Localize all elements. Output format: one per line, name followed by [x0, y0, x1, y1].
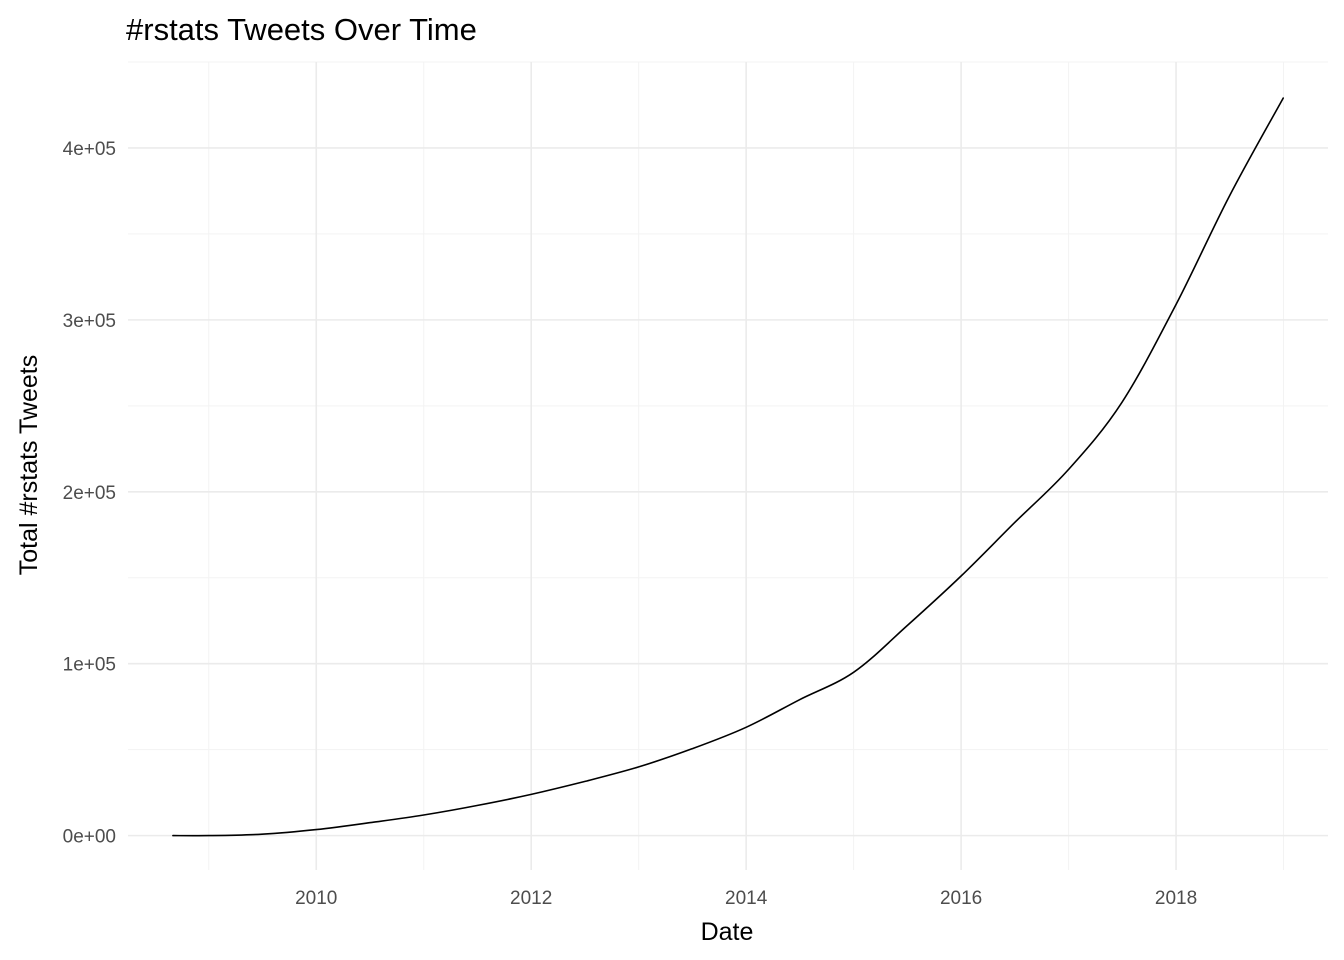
x-tick-label: 2010 — [295, 888, 337, 909]
y-tick-label: 3e+05 — [63, 311, 116, 332]
y-tick-label: 2e+05 — [63, 483, 116, 504]
x-tick-label: 2012 — [510, 888, 552, 909]
y-axis-ticks: 0e+00 1e+05 2e+05 3e+05 4e+05 — [63, 139, 116, 848]
y-axis-title: Total #rstats Tweets — [15, 355, 43, 575]
y-tick-label: 0e+00 — [63, 827, 116, 848]
series-line — [172, 97, 1284, 837]
x-axis-ticks: 2010 2012 2014 2016 2018 — [295, 888, 1197, 909]
chart-title: #rstats Tweets Over Time — [126, 12, 477, 47]
minor-gridlines — [128, 61, 1328, 870]
y-tick-label: 1e+05 — [63, 655, 116, 676]
series-group — [172, 97, 1284, 837]
x-tick-label: 2014 — [725, 888, 768, 909]
x-tick-label: 2018 — [1155, 888, 1197, 909]
y-tick-label: 4e+05 — [63, 139, 116, 160]
major-gridlines — [128, 62, 1328, 870]
x-tick-label: 2016 — [940, 888, 982, 909]
x-axis-title: Date — [701, 918, 754, 946]
